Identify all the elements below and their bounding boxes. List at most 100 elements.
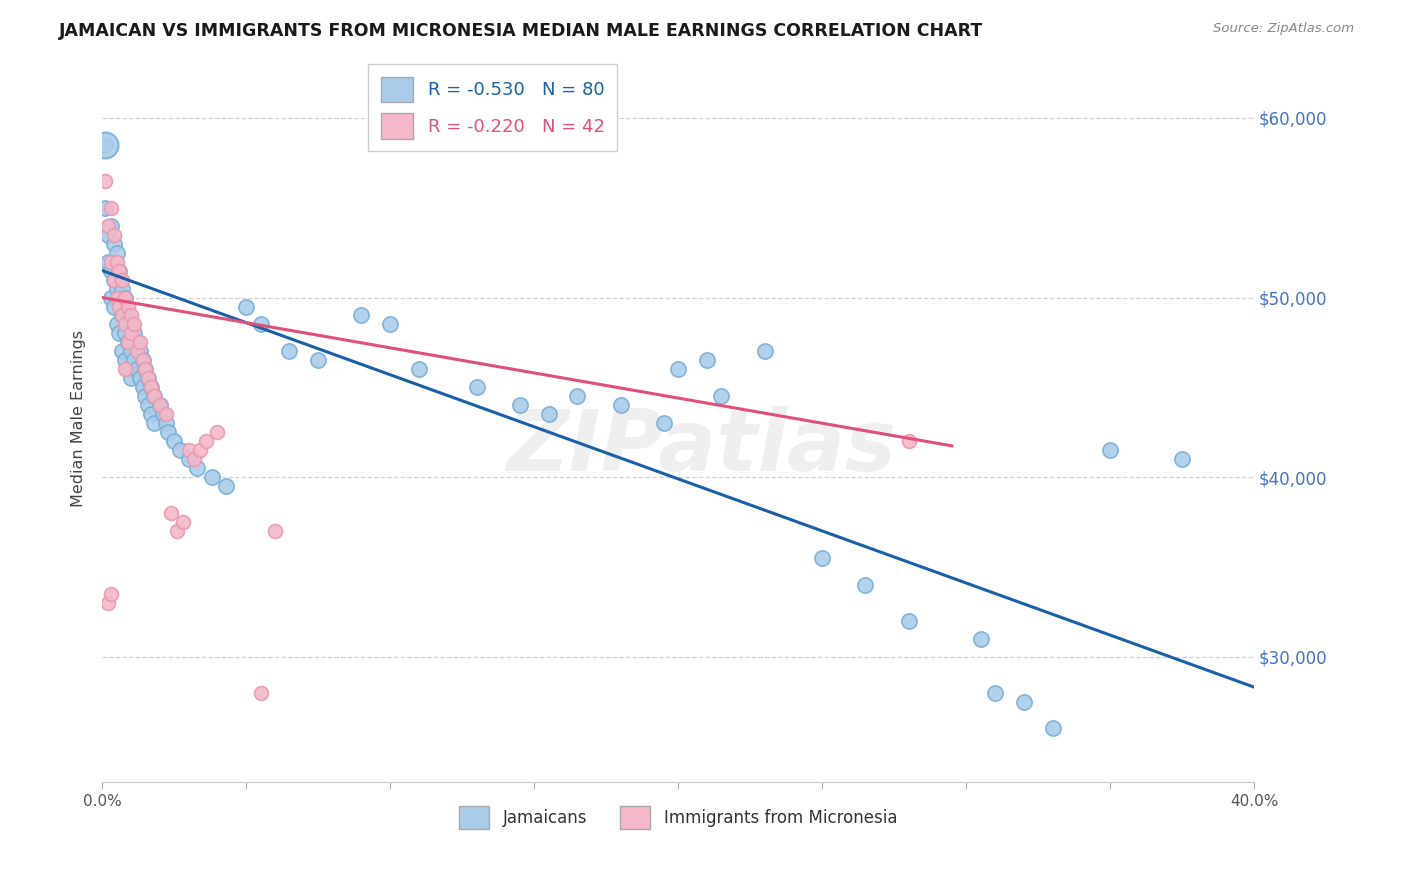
Point (897, 614, 920, 628)
Point (984, 685, 1007, 699)
Point (157, 425, 180, 440)
Point (1012, 694, 1035, 708)
Point (114, 318, 136, 332)
Point (186, 461, 208, 475)
Point (855, 578, 877, 592)
Point (155, 407, 177, 421)
Point (188, 443, 211, 458)
Point (172, 515, 194, 529)
Point (97, 254, 120, 268)
Point (100, 587, 122, 601)
Point (710, 389, 733, 403)
Point (537, 407, 560, 421)
Point (114, 291, 136, 305)
Point (897, 434, 920, 449)
Point (134, 362, 156, 376)
Point (94, 137, 117, 152)
Point (811, 550, 834, 565)
Point (105, 245, 128, 260)
Point (108, 326, 131, 341)
Point (1099, 443, 1122, 458)
Point (249, 318, 271, 332)
Text: Source: ZipAtlas.com: Source: ZipAtlas.com (1213, 22, 1354, 36)
Point (969, 632, 991, 646)
Point (117, 362, 139, 376)
Point (408, 362, 430, 376)
Point (114, 353, 136, 368)
Point (249, 685, 271, 699)
Point (108, 291, 131, 305)
Point (103, 236, 125, 251)
Point (134, 362, 156, 376)
Point (183, 452, 205, 467)
Point (108, 263, 131, 277)
Point (177, 452, 200, 467)
Point (149, 398, 172, 412)
Point (666, 362, 689, 376)
Point (160, 506, 183, 520)
Point (609, 398, 631, 412)
Point (111, 272, 134, 286)
Point (97, 219, 120, 233)
Point (754, 344, 776, 359)
Point (128, 371, 150, 385)
Point (141, 380, 163, 394)
Point (125, 362, 148, 376)
Point (117, 335, 139, 350)
Point (120, 318, 142, 332)
Point (143, 389, 166, 403)
Point (567, 389, 589, 403)
Point (465, 380, 488, 394)
Point (128, 335, 150, 350)
Point (264, 524, 287, 538)
Point (136, 371, 159, 385)
Point (117, 300, 139, 314)
Point (136, 371, 159, 385)
Point (131, 380, 153, 394)
Point (131, 353, 153, 368)
Point (131, 353, 153, 368)
Legend: Jamaicans, Immigrants from Micronesia: Jamaicans, Immigrants from Micronesia (453, 799, 904, 836)
Point (128, 344, 150, 359)
Point (350, 309, 373, 323)
Point (111, 282, 134, 296)
Point (120, 326, 142, 341)
Point (114, 326, 136, 341)
Point (125, 344, 148, 359)
Point (169, 443, 191, 458)
Point (103, 272, 125, 286)
Point (105, 291, 128, 305)
Point (105, 318, 128, 332)
Point (100, 263, 122, 277)
Point (111, 309, 134, 323)
Point (108, 263, 131, 277)
Point (696, 353, 718, 368)
Point (94, 201, 117, 215)
Point (105, 254, 128, 268)
Point (103, 300, 125, 314)
Point (114, 362, 136, 376)
Point (120, 344, 142, 359)
Point (141, 407, 163, 421)
Point (94, 174, 117, 188)
Point (117, 335, 139, 350)
Point (100, 254, 122, 268)
Point (100, 219, 122, 233)
Point (134, 389, 156, 403)
Point (201, 470, 224, 484)
Point (136, 398, 159, 412)
Point (120, 371, 142, 385)
Point (97, 227, 120, 242)
Point (100, 291, 122, 305)
Point (97, 596, 120, 610)
Point (152, 407, 174, 421)
Point (103, 272, 125, 286)
Point (103, 227, 125, 242)
Point (122, 318, 145, 332)
Point (194, 434, 217, 449)
Point (163, 434, 186, 449)
Point (1042, 722, 1064, 736)
Point (509, 398, 531, 412)
Point (94, 137, 117, 152)
Point (177, 443, 200, 458)
